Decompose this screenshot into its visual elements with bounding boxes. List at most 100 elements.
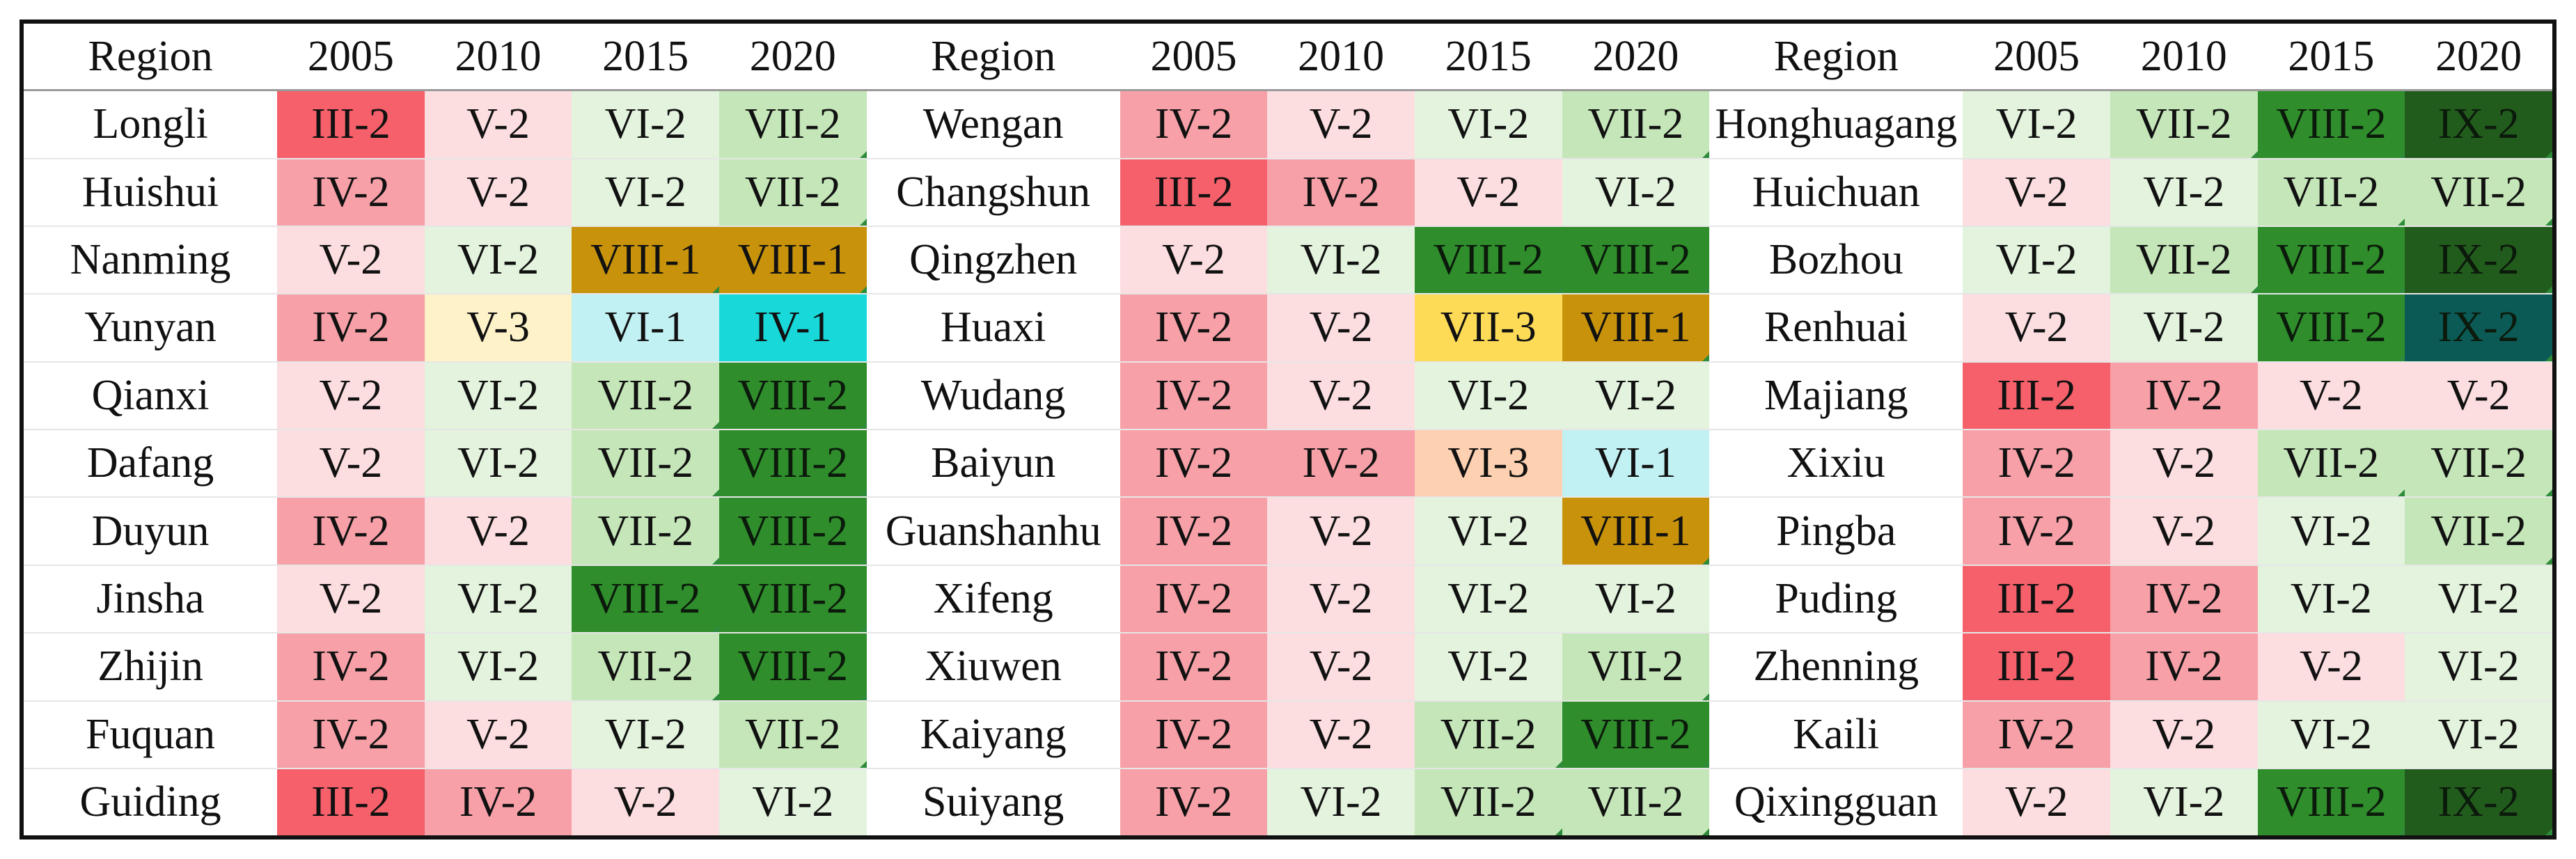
class-cell: IV-2 (277, 700, 425, 769)
class-cell: IX-2 (2405, 294, 2552, 363)
region-name-cell: Huishui (24, 158, 278, 227)
class-cell: V-2 (2110, 497, 2258, 566)
region-name-cell: Baiyun (866, 430, 1120, 498)
header-year-2020: 2020 (1562, 24, 1710, 91)
region-name-cell: Qixingguan (1734, 778, 1938, 826)
table-row: Nanming V-2 VI-2 VIII-1 VIII-1 Qingzhen V-2 VI-… (24, 226, 2552, 295)
class-cell: IV-2 (1120, 430, 1268, 498)
table-row: Yunyan IV-2 V-3 VI-1 IV-1 Huaxi IV-2 V-2 VII-3 VI… (24, 294, 2552, 363)
class-cell: IV-1 (718, 294, 867, 363)
class-cell: VII-2 (1562, 90, 1710, 159)
class-cell: VIII-2 (2257, 294, 2405, 363)
class-cell: VIII-1 (718, 226, 867, 295)
class-cell: IV-2 (2110, 565, 2258, 634)
table-row: Guiding III-2 IV-2 V-2 VI-2 Suiyang IV-2 VI-2 VI… (24, 768, 2552, 835)
class-cell: IV-2 (1120, 633, 1268, 702)
class-cell: VI-2 (1267, 226, 1415, 295)
class-cell: VIII-2 (2257, 90, 2405, 159)
class-cell: V-2 (1267, 90, 1415, 159)
class-cell: VII-2 (2257, 158, 2405, 227)
table-row: Jinsha V-2 VI-2 VIII-2 VIII-2 Xifeng IV-2 V-2 VI… (24, 565, 2552, 634)
region-name-cell: Pingba (1709, 497, 1963, 566)
class-cell: VIII-2 (1562, 700, 1710, 769)
class-cell: VI-2 (1267, 768, 1415, 835)
class-cell: III-2 (277, 90, 425, 159)
class-cell: VII-2 (572, 430, 719, 498)
class-cell: VII-2 (718, 700, 867, 769)
class-cell: V-2 (1963, 294, 2110, 363)
class-cell: V-2 (424, 497, 572, 566)
region-name-cell: Dafang (24, 430, 278, 498)
class-cell: IV-2 (1120, 768, 1268, 835)
class-cell: VIII-2 (718, 565, 867, 634)
class-cell: VI-2 (2110, 294, 2258, 363)
class-cell: VII-2 (2405, 158, 2552, 227)
class-cell: IX-2 (2405, 226, 2552, 295)
region-name-cell: Puding (1709, 565, 1963, 634)
class-cell: VI-2 (718, 768, 867, 835)
table-row: Longli III-2 V-2 VI-2 VII-2 Wengan IV-2 V-2 VI-2… (24, 90, 2552, 159)
class-cell: V-2 (424, 158, 572, 227)
class-cell: V-2 (1267, 497, 1415, 566)
class-cell: V-2 (277, 361, 425, 431)
classification-table: Region 2005 2010 2015 2020 Region 2005 2010 2015… (24, 24, 2552, 835)
class-cell: VI-1 (1562, 430, 1710, 498)
class-cell: V-2 (572, 768, 719, 835)
region-name-cell: Huaxi (866, 294, 1120, 363)
class-cell: VI-3 (1414, 430, 1562, 498)
class-cell: VI-2 (1414, 497, 1562, 566)
class-cell: VI-2 (424, 361, 572, 431)
region-name-cell: Jinsha (24, 565, 278, 634)
region-name-cell: Changshun (866, 158, 1120, 227)
class-cell: VII-2 (2405, 430, 2552, 498)
region-name-cell: Suiyang (922, 778, 1065, 826)
class-cell: VII-2 (572, 361, 719, 431)
region-name-cell: Guiding (79, 778, 221, 826)
region-name-cell: Majiang (1709, 361, 1963, 431)
class-cell: V-2 (277, 430, 425, 498)
header-region: Region (866, 24, 1120, 91)
class-cell: IV-2 (1267, 430, 1415, 498)
table-header: Region 2005 2010 2015 2020 Region 2005 2010 2015… (24, 24, 2552, 91)
class-cell: VIII-1 (1562, 294, 1710, 363)
table-row: Zhijin IV-2 VI-2 VII-2 VIII-2 Xiuwen IV-2 V-2 VI… (24, 633, 2552, 702)
class-cell: VIII-2 (1414, 226, 1562, 295)
class-cell: VI-2 (2405, 700, 2552, 769)
class-cell: VII-2 (572, 497, 719, 566)
table-row: Qianxi V-2 VI-2 VII-2 VIII-2 Wudang IV-2 V-2 VI-… (24, 361, 2552, 431)
class-cell: V-2 (1120, 226, 1268, 295)
class-cell: VI-2 (2257, 497, 2405, 566)
class-cell: VI-2 (424, 633, 572, 702)
class-cell: VI-2 (2405, 633, 2552, 702)
header-year-2015: 2015 (572, 24, 719, 91)
class-cell: IV-2 (277, 633, 425, 702)
class-cell: IV-2 (1267, 158, 1415, 227)
class-cell: VIII-1 (1562, 497, 1710, 566)
region-name-cell: Kaiyang (866, 700, 1120, 769)
class-cell: III-2 (1963, 565, 2110, 634)
class-cell: IV-2 (277, 294, 425, 363)
table-row: Huishui IV-2 V-2 VI-2 VII-2 Changshun III-2 IV-… (24, 158, 2552, 227)
class-cell: VI-2 (2405, 565, 2552, 634)
region-name-cell: Wudang (866, 361, 1120, 431)
region-name-cell: Fuquan (24, 700, 278, 769)
class-cell: V-2 (424, 90, 572, 159)
header-region: Region (1709, 24, 1963, 91)
class-cell: VI-2 (1414, 633, 1562, 702)
class-cell: VI-2 (1414, 90, 1562, 159)
header-row: Region 2005 2010 2015 2020 Region 2005 2010 2015… (24, 24, 2552, 91)
class-cell: VIII-1 (572, 226, 719, 295)
class-cell: VI-2 (1963, 226, 2110, 295)
class-cell: VII-2 (718, 90, 867, 159)
region-name-cell: Zhijin (24, 633, 278, 702)
class-cell: VIII-2 (718, 497, 867, 566)
region-name-cell: Longli (24, 90, 278, 159)
header-year-2015: 2015 (1414, 24, 1562, 91)
class-cell: VIII-2 (718, 633, 867, 702)
region-name-cell: Huichuan (1709, 158, 1963, 227)
class-cell: VI-2 (1562, 565, 1710, 634)
class-cell: VI-2 (572, 90, 719, 159)
class-cell: III-2 (1120, 158, 1268, 227)
class-cell: VI-2 (2257, 700, 2405, 769)
class-cell: VIII-2 (572, 565, 719, 634)
